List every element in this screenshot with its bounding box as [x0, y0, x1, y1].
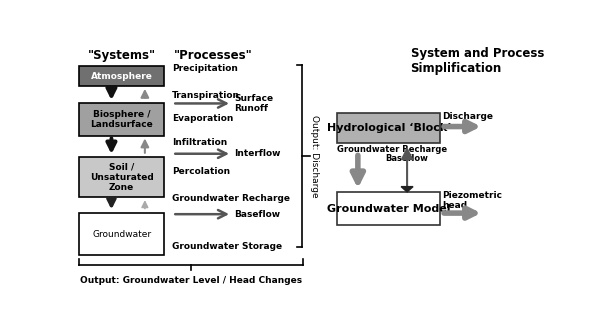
Text: Groundwater: Groundwater [92, 230, 151, 239]
Text: Baseflow: Baseflow [234, 210, 280, 219]
Bar [79, 157, 164, 197]
Bar [337, 192, 440, 225]
Text: Interflow: Interflow [234, 149, 281, 158]
Bar [79, 66, 164, 86]
Text: Groundwater Recharge: Groundwater Recharge [173, 194, 290, 203]
Text: Groundwater Storage: Groundwater Storage [173, 242, 282, 251]
Text: Hydrological ‘Block’: Hydrological ‘Block’ [326, 123, 451, 133]
Text: "Systems": "Systems" [88, 49, 156, 62]
Text: Groundwater Recharge: Groundwater Recharge [337, 145, 447, 154]
Bar [337, 113, 440, 143]
Text: Output: Discharge: Output: Discharge [310, 115, 319, 198]
Text: Discharge: Discharge [443, 112, 493, 122]
Text: Atmosphere: Atmosphere [91, 72, 152, 81]
Text: Output: Groundwater Level / Head Changes: Output: Groundwater Level / Head Changes [80, 276, 302, 285]
Text: Baseflow: Baseflow [386, 154, 428, 163]
Text: Precipitation: Precipitation [173, 64, 238, 73]
Text: Infiltration: Infiltration [173, 138, 228, 147]
Text: Evaporation: Evaporation [173, 114, 233, 123]
Text: Biosphere /
Landsurface: Biosphere / Landsurface [90, 110, 153, 129]
Text: Surface
Runoff: Surface Runoff [234, 94, 273, 113]
Bar [79, 213, 164, 255]
Text: Groundwater Model: Groundwater Model [327, 204, 450, 214]
Text: head: head [443, 201, 467, 210]
Text: Piezometric: Piezometric [443, 191, 502, 200]
Text: Transpiration: Transpiration [173, 91, 241, 100]
Text: System and Process
Simplification: System and Process Simplification [411, 47, 544, 75]
Polygon shape [401, 187, 413, 192]
Bar [79, 103, 164, 136]
Text: "Processes": "Processes" [174, 49, 253, 62]
Text: Percolation: Percolation [173, 167, 230, 176]
Text: Soil /
Unsaturated
Zone: Soil / Unsaturated Zone [90, 162, 154, 192]
